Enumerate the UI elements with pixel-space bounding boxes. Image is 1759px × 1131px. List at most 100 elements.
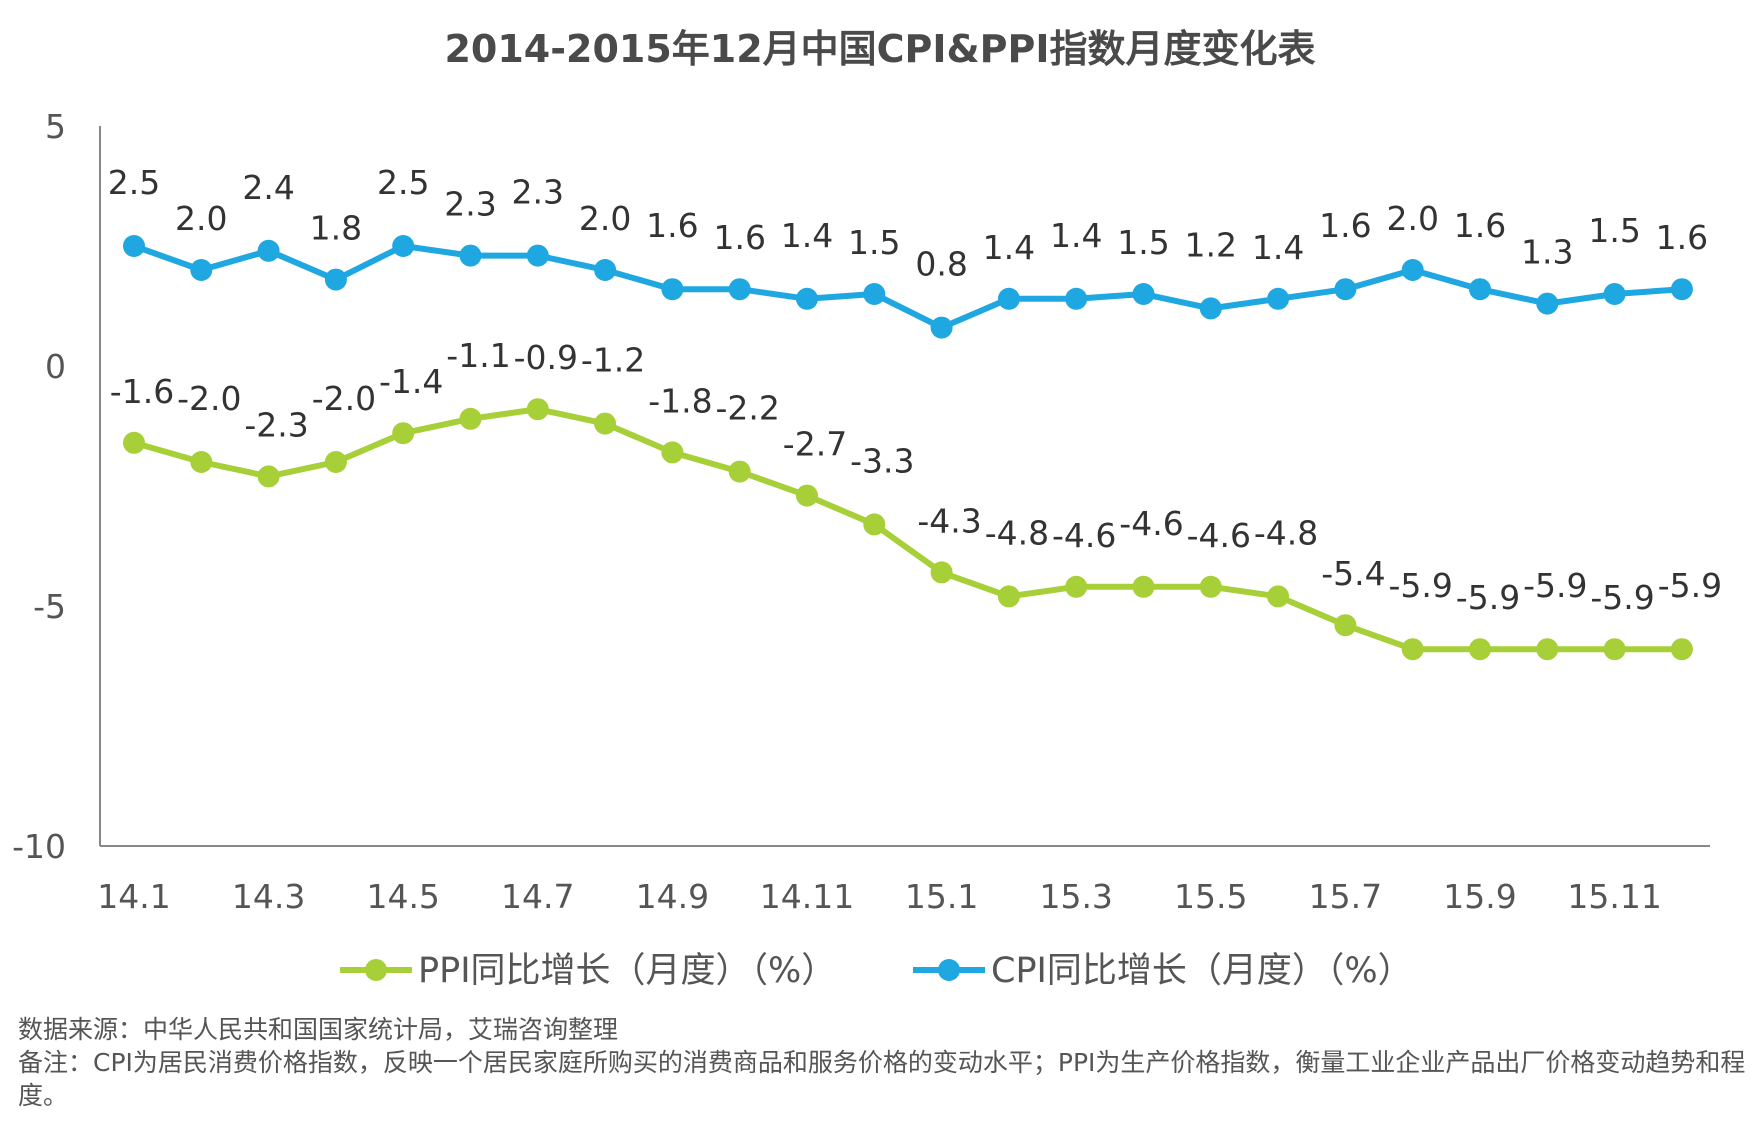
cpi-data-label: 1.4 — [983, 228, 1035, 267]
cpi-data-label: 1.5 — [1117, 223, 1169, 262]
ppi-line — [133, 406, 1682, 653]
ppi-point — [930, 561, 953, 584]
ppi-point — [1065, 575, 1088, 598]
ppi-data-label: -1.8 — [648, 381, 712, 420]
ppi-point — [1469, 638, 1491, 661]
cpi-point — [526, 244, 549, 267]
cpi-data-label: 1.6 — [1319, 206, 1371, 245]
ppi-point — [1536, 638, 1559, 661]
cpi-point — [459, 244, 482, 267]
ppi-point — [324, 451, 347, 473]
cpi-series — [123, 235, 1693, 339]
ppi-data-label: -2.2 — [716, 389, 780, 428]
x-tick-label: 15.3 — [1039, 877, 1112, 916]
ppi-data-label: -2.7 — [783, 425, 847, 464]
cpi-data-label: 1.4 — [781, 216, 833, 255]
ppi-data-label: -4.6 — [1187, 516, 1251, 555]
ppi-data-label: -5.4 — [1321, 554, 1385, 593]
cpi-point — [796, 287, 818, 310]
cpi-data-label: 1.2 — [1185, 225, 1237, 264]
cpi-point — [123, 235, 145, 257]
cpi-point — [257, 239, 280, 262]
ppi-data-label: -2.0 — [177, 379, 241, 418]
x-tick-label: 14.7 — [501, 877, 574, 916]
cpi-data-label: 1.6 — [646, 206, 698, 245]
cpi-line — [132, 243, 1683, 331]
line-chart: 2014-2015年12月中国CPI&PPI指数月度变化表 5 0 -5 -10 14.… — [12, 27, 1722, 991]
ppi-point — [1670, 638, 1693, 661]
footer-notes: 数据来源：中华人民共和国国家统计局，艾瑞咨询整理 备注：CPI为居民消费价格指数… — [18, 1013, 1748, 1112]
cpi-point — [728, 278, 751, 301]
cpi-point — [997, 287, 1020, 310]
ppi-point — [459, 407, 482, 430]
cpi-point — [1132, 283, 1155, 305]
ppi-data-label: -4.3 — [917, 501, 981, 540]
cpi-point — [863, 283, 886, 305]
source-note: 数据来源：中华人民共和国国家统计局，艾瑞咨询整理 — [18, 1015, 619, 1044]
x-tick-label: 14.1 — [97, 877, 170, 916]
cpi-point — [1065, 287, 1088, 310]
legend-ppi-marker — [365, 959, 387, 981]
x-tick-label: 14.9 — [636, 877, 709, 916]
cpi-data-label: 2.5 — [377, 163, 429, 202]
cpi-data-label: 2.5 — [108, 163, 160, 202]
cpi-point — [594, 259, 617, 281]
cpi-data-label: 1.4 — [1050, 216, 1102, 255]
y-tick-label: -5 — [33, 587, 66, 626]
ppi-data-label: -4.6 — [1119, 504, 1183, 543]
ppi-point — [1267, 585, 1290, 608]
ppi-data-label: -1.4 — [379, 362, 443, 401]
ppi-data-label: -1.6 — [110, 372, 174, 411]
ppi-data-label: -1.2 — [581, 341, 645, 380]
cpi-point — [190, 259, 213, 281]
legend: PPI同比增长（月度）（%） CPI同比增长（月度）（%） — [340, 951, 1413, 991]
cpi-point — [1469, 278, 1491, 301]
cpi-data-label: 2.4 — [242, 168, 294, 207]
legend-ppi-label: PPI同比增长（月度）（%） — [418, 951, 836, 991]
cpi-data-label: 1.4 — [1252, 228, 1304, 267]
y-tick-label: 5 — [45, 107, 66, 146]
cpi-point — [324, 268, 347, 291]
ppi-data-label: -4.8 — [1254, 513, 1318, 552]
ppi-point — [1334, 614, 1357, 637]
legend-item-ppi: PPI同比增长（月度）（%） — [340, 951, 836, 991]
legend-cpi-label: CPI同比增长（月度）（%） — [991, 951, 1413, 991]
axes: 5 0 -5 -10 14.1 14.3 14.5 14.7 14.9 14.11 15.1 15.3… — [12, 107, 1710, 916]
cpi-point — [661, 278, 684, 301]
ppi-point — [863, 513, 886, 536]
cpi-data-label: 2.0 — [1386, 199, 1438, 238]
series-layer — [123, 235, 1693, 661]
ppi-data-label: -4.8 — [985, 513, 1049, 552]
cpi-data-label: 2.0 — [175, 199, 227, 238]
cpi-data-label: 1.6 — [1656, 218, 1708, 257]
x-tick-label: 15.9 — [1443, 877, 1516, 916]
cpi-data-label: 1.3 — [1521, 233, 1573, 272]
ppi-point — [392, 422, 415, 445]
cpi-data-label: 1.5 — [1588, 211, 1640, 250]
cpi-point — [930, 316, 953, 339]
cpi-data-label: 1.6 — [1454, 206, 1506, 245]
ppi-point — [190, 451, 213, 473]
x-tick-label: 15.7 — [1309, 877, 1382, 916]
ppi-point — [526, 398, 549, 421]
y-tick-label: -10 — [12, 827, 66, 866]
ppi-point — [796, 484, 818, 507]
cpi-point — [1401, 259, 1424, 281]
cpi-point — [392, 235, 415, 257]
ppi-data-label: -5.9 — [1456, 578, 1520, 617]
x-tick-label: 14.5 — [366, 877, 439, 916]
chart-title: 2014-2015年12月中国CPI&PPI指数月度变化表 — [444, 27, 1315, 71]
ppi-data-label: -1.1 — [446, 336, 510, 375]
cpi-data-label: 1.5 — [848, 223, 900, 262]
x-tick-label: 15.11 — [1567, 877, 1661, 916]
cpi-point — [1603, 283, 1626, 305]
cpi-point — [1670, 278, 1693, 301]
x-tick-label: 15.1 — [905, 877, 978, 916]
cpi-point — [1199, 297, 1222, 320]
ppi-data-label: -3.3 — [850, 441, 914, 480]
cpi-point — [1536, 292, 1559, 315]
ppi-data-label: -2.0 — [312, 379, 376, 418]
ppi-data-label: -5.9 — [1389, 566, 1453, 605]
cpi-data-label: 2.3 — [512, 173, 564, 212]
y-tick-label: 0 — [45, 347, 66, 386]
